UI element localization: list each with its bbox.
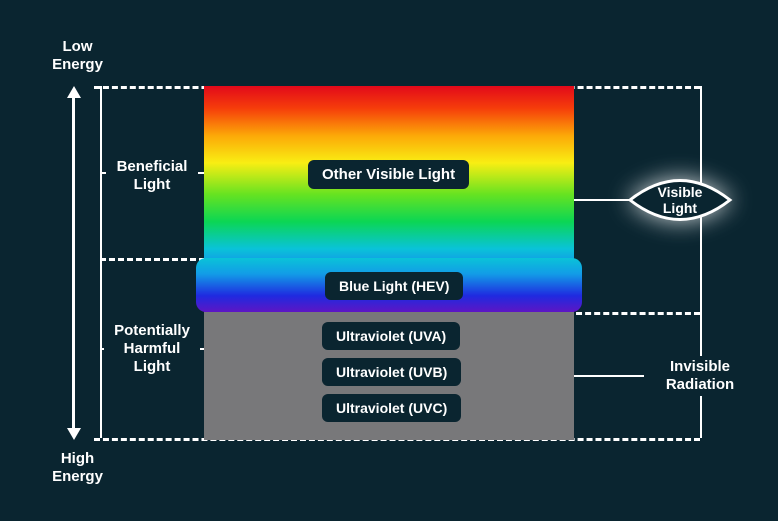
visible-light-label: Visible Light	[658, 184, 703, 216]
eye-icon: Visible Light	[625, 167, 735, 233]
visible-line2: Light	[663, 200, 697, 216]
harmful-line2: Harmful	[124, 340, 181, 357]
low-energy-label: Low Energy	[40, 38, 115, 74]
harmful-line1: Potentially	[114, 322, 190, 339]
invisible-radiation-label: Invisible Radiation	[644, 356, 756, 396]
pill-uva: Ultraviolet (UVA)	[322, 322, 460, 350]
pill-blue-light: Blue Light (HEV)	[325, 272, 463, 300]
invisible-line1: Invisible	[670, 358, 730, 375]
low-energy-line1: Low	[63, 38, 93, 55]
beneficial-label: Beneficial Light	[106, 156, 198, 196]
harmful-line3: Light	[134, 358, 171, 375]
pill-uvb: Ultraviolet (UVB)	[322, 358, 461, 386]
right-bracket-tick-visible	[574, 199, 630, 201]
energy-axis-arrow-up	[67, 86, 81, 98]
beneficial-line2: Light	[134, 176, 171, 193]
beneficial-line1: Beneficial	[117, 158, 188, 175]
visible-line1: Visible	[658, 184, 703, 200]
high-energy-line1: High	[61, 450, 94, 467]
high-energy-line2: Energy	[52, 468, 103, 485]
pill-other-visible: Other Visible Light	[308, 160, 469, 189]
invisible-line2: Radiation	[666, 376, 734, 393]
harmful-label: Potentially Harmful Light	[104, 320, 200, 378]
left-bracket-line	[100, 86, 102, 438]
energy-axis-line	[72, 96, 75, 430]
energy-axis-arrow-down	[67, 428, 81, 440]
pill-uvc: Ultraviolet (UVC)	[322, 394, 461, 422]
low-energy-line2: Energy	[52, 56, 103, 73]
high-energy-label: High Energy	[40, 450, 115, 486]
